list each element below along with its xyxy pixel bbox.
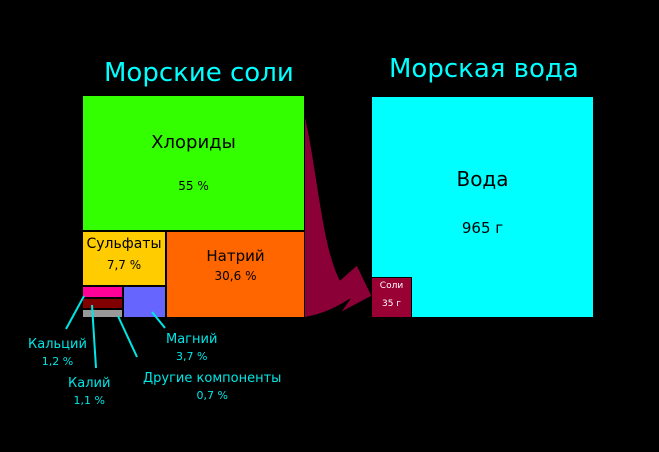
sea-salts-label: Соли <box>379 281 404 291</box>
sodium-value: 30,6 % <box>214 269 257 283</box>
chlorides-value: 55 % <box>178 179 209 193</box>
water-label: Вода <box>456 167 509 191</box>
calcium-annotation: Кальций 1,2 % <box>28 336 87 370</box>
sea-salts-value: 35 г <box>381 299 402 309</box>
magnesium-value: 3,7 % <box>175 350 208 363</box>
potassium-block <box>82 298 123 309</box>
calcium-block <box>82 286 123 298</box>
sulfates-block: Сульфаты 7,7 % <box>82 231 166 286</box>
other-components-block <box>82 309 123 318</box>
sulfates-label: Сульфаты <box>86 236 162 252</box>
chlorides-label: Хлориды <box>151 132 236 153</box>
potassium-annotation: Калий 1,1 % <box>68 375 110 409</box>
calcium-label: Кальций <box>28 337 87 352</box>
water-value: 965 г <box>461 219 504 237</box>
calcium-value: 1,2 % <box>41 355 74 368</box>
other-components-value: 0,7 % <box>196 389 228 402</box>
sulfates-value: 7,7 % <box>106 258 142 272</box>
left-title: Морские соли <box>104 58 294 88</box>
potassium-value: 1,1 % <box>73 394 105 407</box>
magnesium-label: Магний <box>166 332 218 347</box>
other-components-annotation: Другие компоненты 0,7 % <box>143 370 281 404</box>
right-title: Морская вода <box>389 54 579 84</box>
sodium-label: Натрий <box>206 247 265 265</box>
magnesium-annotation: Магний 3,7 % <box>166 331 217 365</box>
sodium-block: Натрий 30,6 % <box>166 231 305 318</box>
chlorides-block: Хлориды 55 % <box>82 95 305 231</box>
potassium-label: Калий <box>68 376 111 391</box>
sea-salts-block: Соли 35 г <box>371 277 412 318</box>
magnesium-block <box>123 286 166 318</box>
other-components-label: Другие компоненты <box>143 371 282 386</box>
